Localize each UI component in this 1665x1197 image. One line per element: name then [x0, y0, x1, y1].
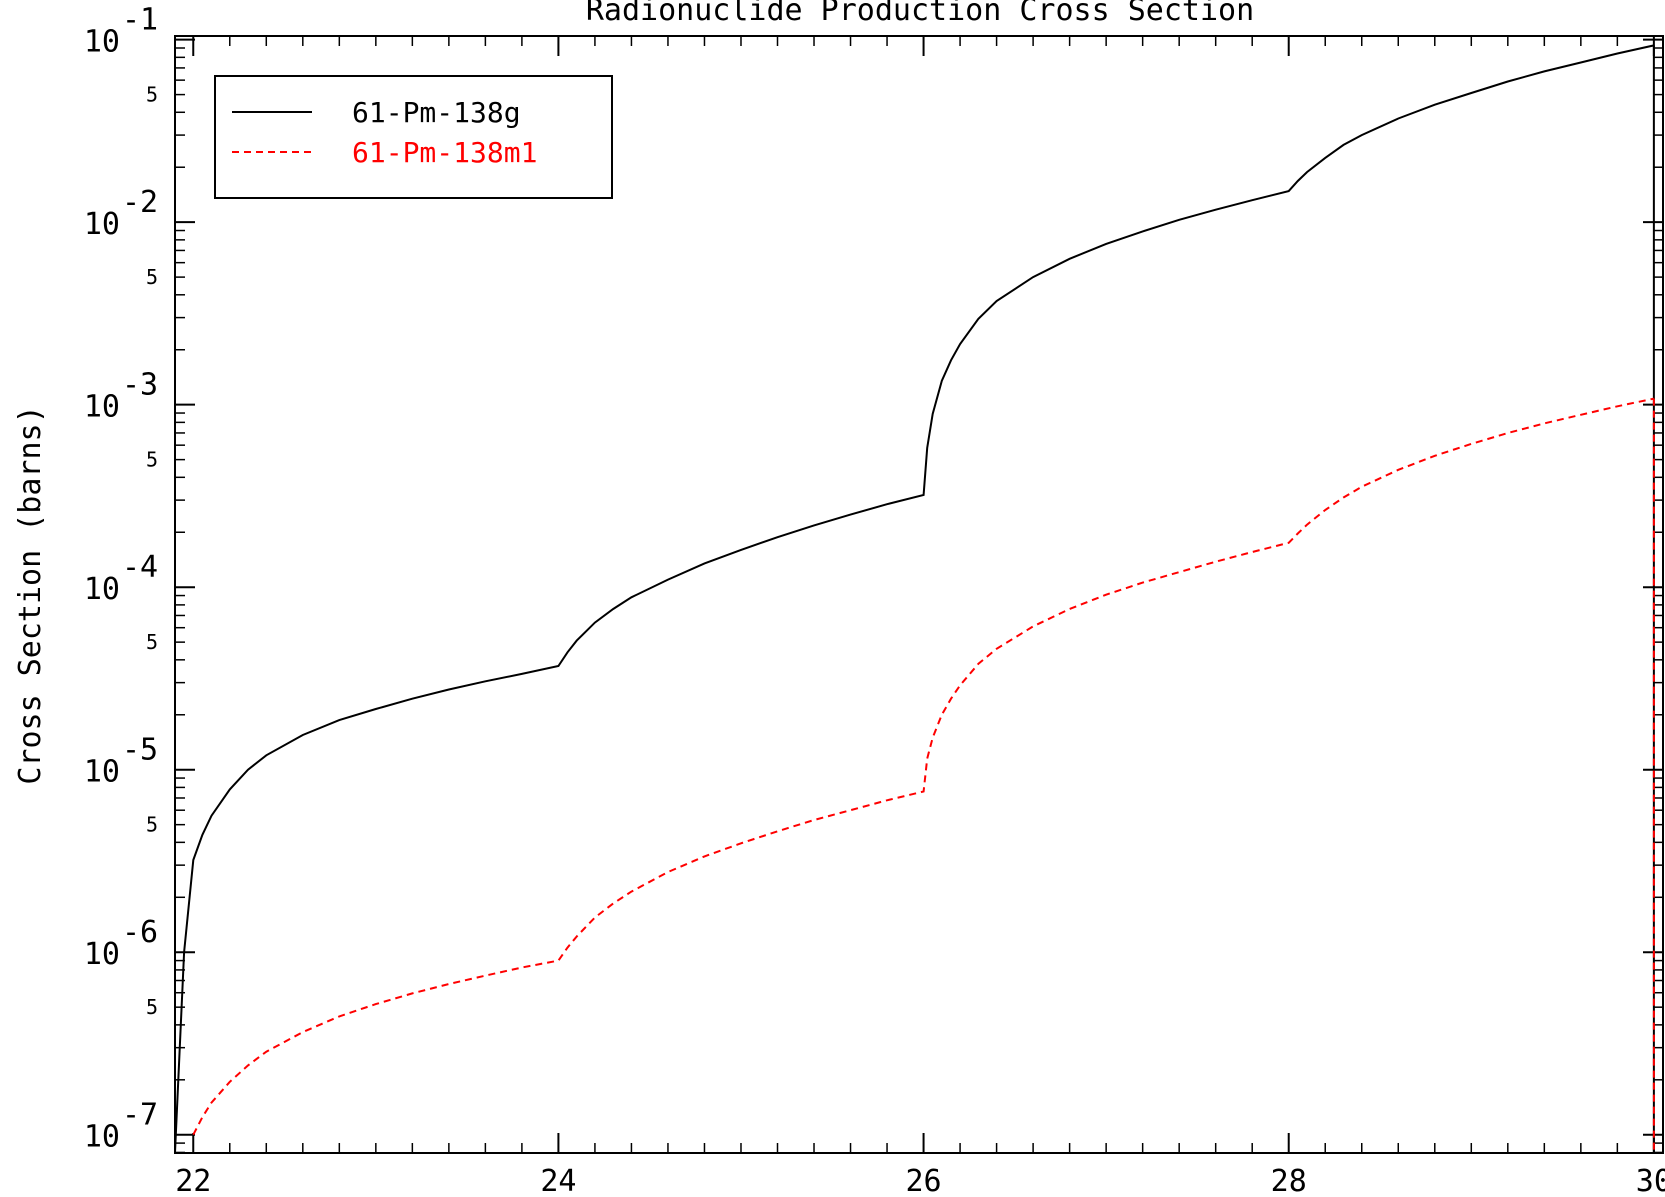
- y-minor-label: 5: [146, 995, 158, 1019]
- plot-frame: [174, 35, 1664, 1154]
- y-minor-label: 5: [146, 630, 158, 654]
- y-tick-label: 10: [84, 937, 120, 972]
- y-tick-exponent: -1: [122, 3, 158, 38]
- axis-ticks: [175, 36, 1663, 1154]
- x-tick-label: 28: [1271, 1164, 1307, 1197]
- y-tick-label: 10: [84, 572, 120, 607]
- y-minor-label: 5: [146, 448, 158, 472]
- y-tick-exponent: -5: [122, 733, 158, 768]
- y-tick-label: 10: [84, 1120, 120, 1155]
- x-tick-label: 30: [1636, 1164, 1665, 1197]
- y-tick-exponent: -4: [122, 550, 158, 585]
- y-tick-label: 10: [84, 25, 120, 60]
- legend-label-1: 61-Pm-138g: [352, 96, 521, 129]
- series-line-2: [192, 397, 1655, 1136]
- y-tick-exponent: -3: [122, 368, 158, 403]
- x-tick-label: 22: [175, 1164, 211, 1197]
- y-minor-label: 5: [146, 83, 158, 107]
- series-line-1: [175, 44, 1655, 1153]
- y-minor-label: 5: [146, 265, 158, 289]
- y-tick-exponent: -7: [122, 1098, 158, 1133]
- x-tick-label: 26: [906, 1164, 942, 1197]
- legend-label-2: 61-Pm-138m1: [352, 136, 537, 169]
- legend-box: [214, 75, 613, 199]
- chart-title: Radionuclide Production Cross Section: [586, 0, 1254, 28]
- y-minor-label: 5: [146, 813, 158, 837]
- x-tick-label: 24: [540, 1164, 576, 1197]
- y-tick-label: 10: [84, 755, 120, 790]
- y-axis-label: Cross Section (barns): [13, 405, 48, 784]
- y-tick-label: 10: [84, 207, 120, 242]
- legend: 61-Pm-138g 61-Pm-138m1: [214, 75, 613, 199]
- axis-tick-labels: 22 24 26 28 3010-110-210-310-410-510-610-755…: [84, 3, 1665, 1197]
- series-layer: [175, 44, 1655, 1153]
- y-tick-exponent: -2: [122, 185, 158, 220]
- y-tick-exponent: -6: [122, 915, 158, 950]
- y-tick-label: 10: [84, 390, 120, 425]
